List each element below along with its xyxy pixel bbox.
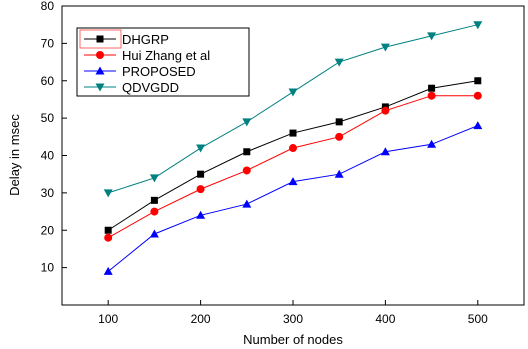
data-point (473, 121, 483, 130)
series-layer (103, 21, 483, 275)
data-point (104, 233, 113, 242)
data-point (196, 210, 206, 219)
y-tick-label: 10 (41, 261, 55, 275)
y-tick-label: 40 (41, 149, 55, 163)
legend-label: DHGRP (122, 32, 169, 47)
y-tick-label: 60 (41, 74, 55, 88)
legend-swatch-marker (96, 35, 104, 43)
data-point (289, 144, 297, 153)
data-point (473, 21, 483, 30)
data-point (149, 174, 159, 183)
data-point (289, 129, 297, 137)
y-tick-label: 80 (41, 0, 55, 13)
data-point (288, 177, 298, 186)
series-2 (103, 121, 483, 275)
x-tick-label: 400 (375, 312, 395, 326)
data-point (428, 84, 436, 92)
legend-item-2: PROPOSED (84, 64, 196, 79)
legend-swatch-marker (95, 83, 105, 92)
legend-item-0: DHGRP (84, 32, 169, 47)
legend-label: QDVGDD (122, 80, 179, 95)
series-line (107, 95, 478, 239)
data-point (427, 32, 437, 41)
y-axis-title: Delay in msec (7, 114, 22, 196)
data-point (149, 229, 159, 238)
data-point (243, 148, 251, 156)
data-point (334, 169, 344, 178)
data-point (104, 226, 112, 234)
data-point (196, 144, 206, 153)
y-tick-label: 30 (41, 186, 55, 200)
y-tick-label: 70 (41, 36, 55, 50)
data-point (380, 147, 390, 156)
series-1 (104, 91, 482, 242)
x-tick-label: 100 (98, 312, 118, 326)
y-tick-label: 50 (41, 111, 55, 125)
legend-label: Hui Zhang et al (122, 48, 210, 63)
legend-item-1: Hui Zhang et al (84, 48, 210, 63)
series-3 (103, 21, 483, 198)
data-point (427, 139, 437, 148)
x-axis-title: Number of nodes (243, 332, 343, 347)
legend-item-3: QDVGDD (84, 80, 179, 95)
data-point (473, 91, 482, 100)
data-point (381, 106, 390, 115)
data-point (196, 185, 205, 194)
data-point (242, 166, 251, 175)
data-point (197, 170, 205, 178)
axis-ticks: 10 20 30 40 50 60 70 80 100 200 300 400 500 (41, 0, 488, 326)
data-point (335, 118, 343, 126)
data-point (474, 77, 482, 85)
legend-swatch-marker (95, 66, 105, 75)
data-point (380, 43, 390, 52)
y-tick-label: 20 (41, 223, 55, 237)
data-point (334, 58, 344, 67)
data-point (335, 132, 344, 141)
data-point (288, 88, 298, 97)
data-point (427, 91, 436, 100)
data-point (103, 266, 113, 275)
legend-highlight (79, 29, 122, 49)
data-point (150, 196, 158, 204)
data-point (242, 199, 252, 208)
data-point (150, 207, 159, 216)
series-line (107, 80, 478, 231)
x-tick-label: 300 (283, 312, 303, 326)
data-point (242, 118, 252, 127)
data-point (103, 189, 113, 198)
series-0 (104, 77, 482, 234)
x-tick-label: 200 (191, 312, 211, 326)
legend-swatch-marker (96, 51, 104, 59)
x-tick-label: 500 (468, 312, 488, 326)
legend-label: PROPOSED (122, 64, 196, 79)
